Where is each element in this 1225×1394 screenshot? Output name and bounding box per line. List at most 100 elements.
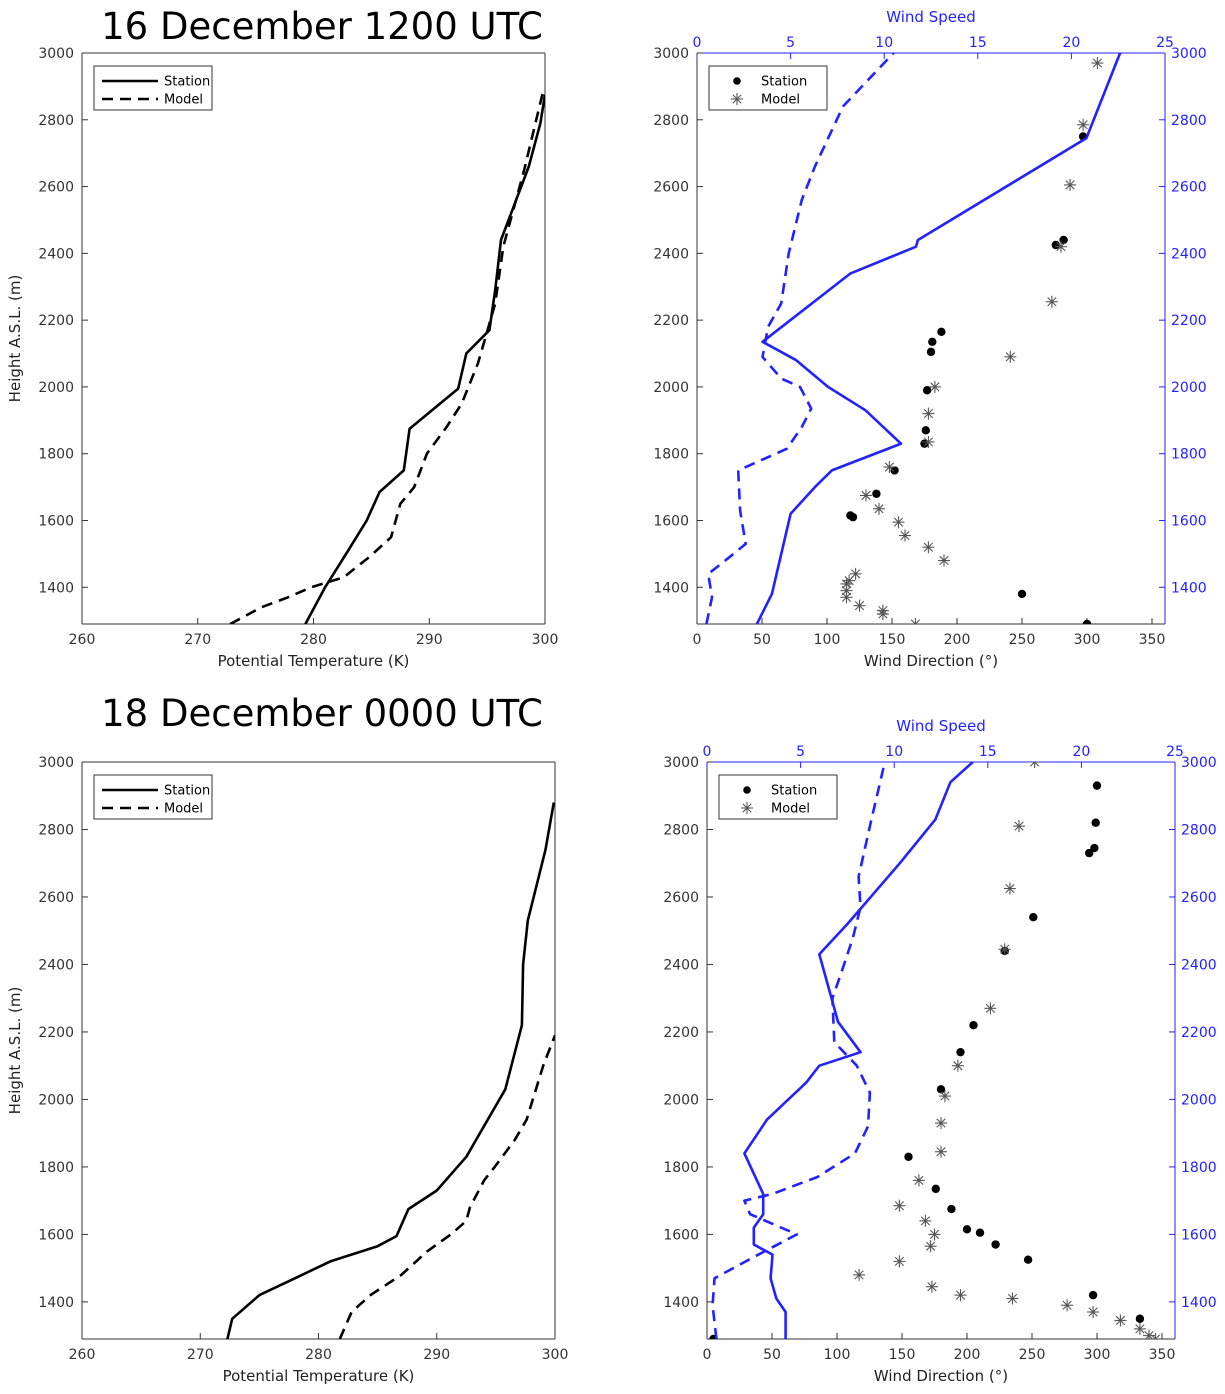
y-right-tick-label: 3000 [1171, 46, 1207, 62]
legend: Station Model [718, 774, 838, 820]
x2-tick-label: 5 [786, 35, 795, 51]
x-tick-label: 50 [763, 1347, 781, 1363]
x-tick-label: 280 [305, 1347, 332, 1363]
model-point [849, 567, 862, 580]
station-point [928, 337, 937, 347]
x-tick-label: 350 [1149, 1347, 1176, 1363]
model-point [1013, 820, 1025, 833]
panel-3: 260 270 280 290 300 1400 1600 1800 2000 2200 2400 2… [6, 755, 568, 1385]
model-point [1028, 762, 1041, 768]
station-point [1085, 848, 1094, 858]
station-point [936, 1085, 946, 1094]
legend-box [93, 774, 213, 820]
model-point [853, 599, 866, 612]
y-tick-label: 1600 [663, 1227, 699, 1243]
y-right-tick-label: 2200 [1181, 1025, 1217, 1041]
model-point [954, 1289, 967, 1302]
y-tick-label: 2200 [663, 1025, 699, 1041]
model-point [893, 1199, 906, 1212]
legend-label: Model [761, 93, 800, 108]
model-point [909, 618, 922, 624]
y-right-tick-label: 2800 [1181, 822, 1217, 838]
legend-label: Station [164, 784, 210, 799]
y-tick-label: 2800 [38, 822, 74, 838]
wind-speed-station-line [755, 53, 1122, 624]
y-tick-label: 1600 [38, 513, 74, 529]
y-right-tick-label: 1800 [1171, 447, 1207, 463]
station-point [904, 1152, 913, 1161]
x-axis-label: Wind Direction (°) [874, 1367, 1008, 1385]
y-right-tick-label: 2600 [1181, 890, 1217, 906]
y-axis-label: Height A.S.L. (m) [6, 275, 24, 403]
legend-box [718, 774, 838, 820]
station-point [947, 1204, 956, 1214]
station-point [1091, 818, 1100, 827]
y-tick-label: 3000 [663, 755, 699, 771]
station-point [1029, 913, 1038, 922]
legend-star-marker [741, 802, 753, 814]
x2-tick-label: 10 [875, 35, 893, 51]
y-tick-label: 1800 [38, 1160, 74, 1176]
legend-dot-marker [743, 786, 751, 794]
legend-dot-marker [733, 77, 741, 85]
x-tick-label: 350 [1139, 632, 1166, 648]
y-tick-label: 1600 [653, 513, 689, 529]
model-point [925, 1280, 938, 1293]
x-tick-label: 150 [889, 1347, 916, 1363]
title-top: 16 December 1200 UTC [101, 5, 543, 48]
model-point [984, 1002, 997, 1015]
y-tick-label: 1800 [653, 447, 689, 463]
station-point [1135, 1314, 1145, 1323]
model-point [919, 1214, 932, 1227]
legend-star-marker [731, 93, 743, 105]
model-point [1114, 1314, 1127, 1327]
station-point [872, 489, 881, 498]
model-point [883, 461, 896, 474]
y-right-tick-label: 1600 [1181, 1227, 1217, 1243]
legend-label: Model [164, 802, 203, 817]
y-tick-label: 2200 [38, 313, 74, 329]
station-point [975, 1228, 985, 1237]
legend-label: Station [761, 75, 807, 90]
y-tick-label: 2000 [653, 380, 689, 396]
x-tick-label: 50 [753, 632, 771, 648]
y-tick-label: 2800 [653, 113, 689, 129]
y-tick-label: 2600 [38, 180, 74, 196]
y-tick-label: 3000 [653, 46, 689, 62]
model-point [928, 380, 941, 393]
model-point [876, 604, 889, 617]
model-point [1077, 118, 1090, 131]
legend-label: Station [164, 75, 210, 90]
x-tick-label: 200 [954, 1347, 981, 1363]
model-point [998, 943, 1011, 956]
y-right-tick-label: 2400 [1181, 957, 1217, 973]
y-tick-label: 2800 [663, 822, 699, 838]
y-right-tick-label: 1400 [1171, 580, 1207, 596]
x-tick-label: 0 [693, 632, 702, 648]
model-point [922, 407, 935, 420]
plot-area [226, 802, 555, 1339]
y-tick-label: 1600 [38, 1227, 74, 1243]
x2-axis-label: Wind Speed [896, 717, 986, 735]
x-axis-label: Potential Temperature (K) [223, 1367, 415, 1385]
x2-tick-label: 15 [969, 35, 987, 51]
x-tick-label: 100 [824, 1347, 851, 1363]
y-tick-label: 2000 [38, 380, 74, 396]
model-point [935, 1145, 947, 1158]
x2-tick-label: 25 [1156, 35, 1174, 51]
y-tick-label: 1400 [663, 1295, 699, 1311]
station-point [1092, 781, 1102, 790]
model-point [893, 1255, 906, 1268]
model-point [938, 1090, 951, 1103]
station-line [304, 94, 545, 624]
station-point [969, 1020, 978, 1030]
model-line [229, 92, 544, 624]
y-tick-label: 2600 [38, 890, 74, 906]
x-axis-label: Potential Temperature (K) [218, 652, 410, 670]
station-point [890, 466, 899, 475]
y-tick-label: 2000 [663, 1092, 699, 1108]
model-point [1087, 1306, 1100, 1319]
station-point [931, 1184, 940, 1194]
station-point [926, 347, 936, 357]
model-point [1003, 882, 1016, 895]
